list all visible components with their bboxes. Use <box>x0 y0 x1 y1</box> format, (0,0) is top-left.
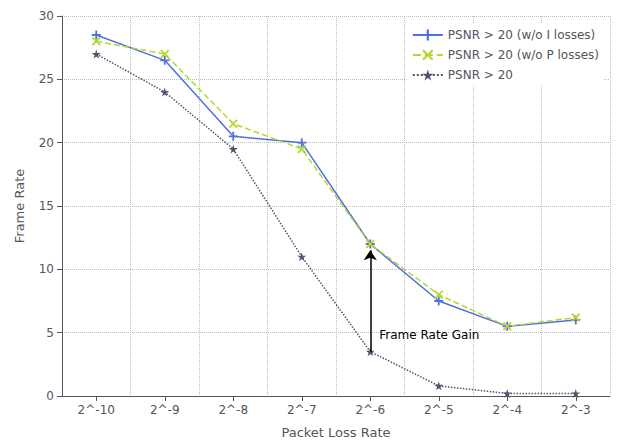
svg-text:2^-8: 2^-8 <box>218 403 248 417</box>
svg-text:PSNR > 20 (w/o I losses): PSNR > 20 (w/o I losses) <box>448 28 595 42</box>
svg-text:15: 15 <box>39 199 54 213</box>
svg-text:Frame Rate Gain: Frame Rate Gain <box>379 328 479 342</box>
svg-text:20: 20 <box>39 136 54 150</box>
svg-text:2^-3: 2^-3 <box>561 403 591 417</box>
svg-text:2^-6: 2^-6 <box>355 403 385 417</box>
svg-text:2^-5: 2^-5 <box>424 403 454 417</box>
svg-text:0: 0 <box>46 389 54 403</box>
svg-text:Frame Rate: Frame Rate <box>12 169 27 243</box>
svg-text:30: 30 <box>39 9 54 23</box>
svg-text:5: 5 <box>46 326 54 340</box>
svg-text:25: 25 <box>39 72 54 86</box>
svg-text:2^-4: 2^-4 <box>492 403 522 417</box>
svg-text:2^-10: 2^-10 <box>78 403 115 417</box>
svg-text:PSNR > 20: PSNR > 20 <box>448 68 513 82</box>
svg-text:10: 10 <box>39 262 54 276</box>
svg-text:PSNR > 20 (w/o P losses): PSNR > 20 (w/o P losses) <box>448 48 599 62</box>
svg-text:Packet Loss Rate: Packet Loss Rate <box>281 425 390 440</box>
svg-text:2^-7: 2^-7 <box>287 403 317 417</box>
svg-text:2^-9: 2^-9 <box>150 403 180 417</box>
